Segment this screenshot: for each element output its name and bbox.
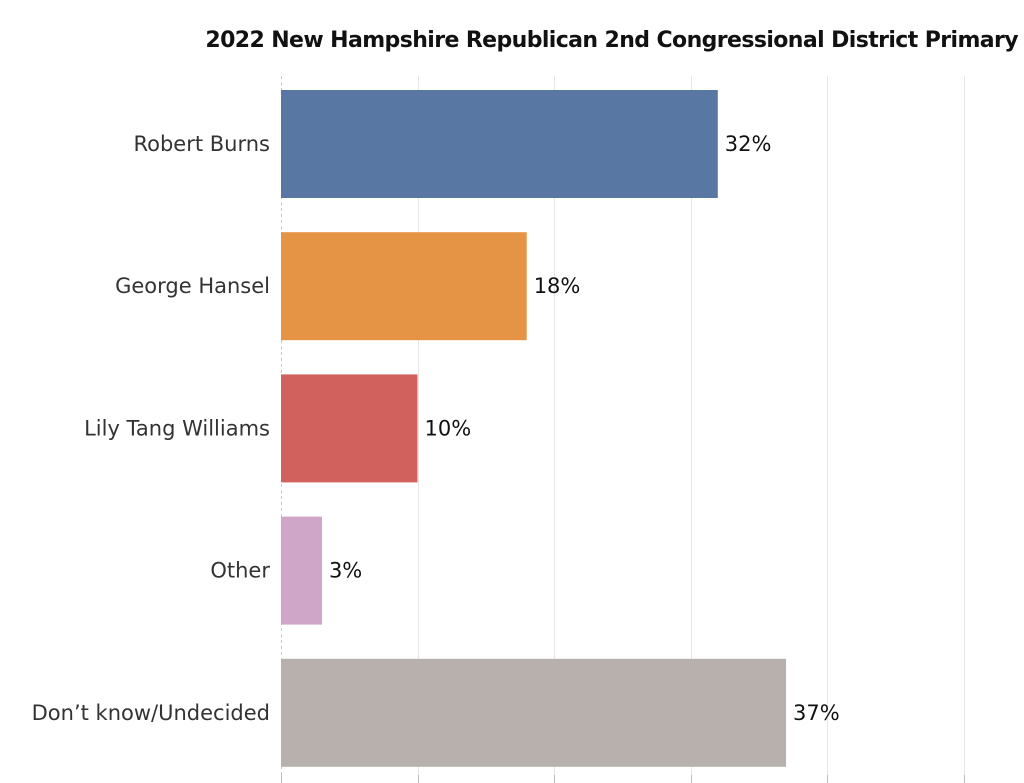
category-label-0: Robert Burns [133, 132, 270, 156]
value-label-1: 18% [534, 274, 581, 298]
labels: Robert Burns 32% George Hansel 18% Lily Tang… [32, 132, 840, 725]
bar-2 [281, 374, 418, 483]
value-label-2: 10% [425, 416, 472, 440]
category-label-2: Lily Tang Williams [84, 416, 270, 440]
chart-title: 2022 New Hampshire Republican 2nd Congre… [205, 28, 1018, 53]
bars [281, 90, 787, 767]
bar-1 [281, 232, 527, 341]
bar-3 [281, 516, 322, 625]
category-label-3: Other [210, 559, 270, 583]
value-label-3: 3% [329, 559, 362, 583]
value-label-0: 32% [725, 132, 772, 156]
category-label-4: Don’t know/Undecided [32, 701, 270, 725]
bar-0 [281, 90, 718, 198]
bar-4 [281, 658, 787, 767]
category-label-1: George Hansel [115, 274, 270, 298]
value-label-4: 37% [793, 701, 840, 725]
